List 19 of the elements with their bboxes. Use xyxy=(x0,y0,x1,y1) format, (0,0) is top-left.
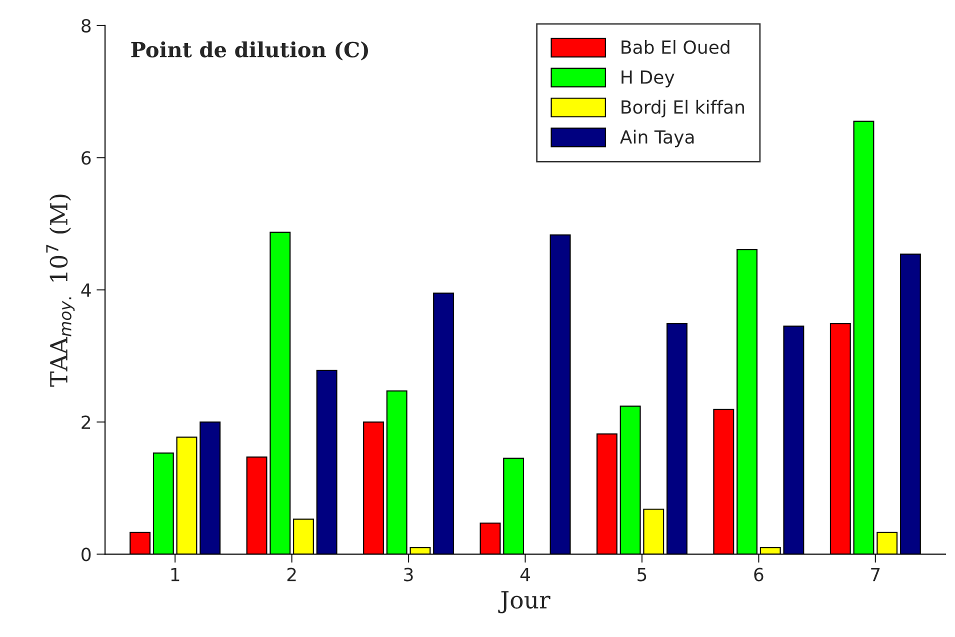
x-tick-label: 5 xyxy=(638,568,646,582)
text: Point de dilution (C) xyxy=(131,41,368,60)
y-tick-label: 8 xyxy=(82,18,91,33)
x-tick-label: 3 xyxy=(404,568,413,582)
x-tick-label: 1 xyxy=(171,568,180,582)
x-tick-label: 6 xyxy=(754,568,764,582)
y-tick-label: 4 xyxy=(81,284,91,297)
x-tick-label: 2 xyxy=(287,568,296,582)
y-tick-label: 6 xyxy=(82,151,91,165)
legend-label: Bordj El kiffan xyxy=(622,100,744,118)
x-axis-title: Jour xyxy=(498,591,550,614)
y-axis-title: TAA$_{moy.}$ 10$^{7}$ (M) xyxy=(46,194,75,387)
x-tick-label: 4 xyxy=(520,568,530,582)
y-tick-label: 0 xyxy=(82,548,91,562)
legend-label: Ain Taya xyxy=(620,130,694,148)
y-tick-label: 2 xyxy=(82,415,90,429)
legend-label: H Dey xyxy=(622,70,674,88)
legend-label: Bab El Oued xyxy=(622,40,730,54)
x-tick-label: 7 xyxy=(871,568,880,582)
